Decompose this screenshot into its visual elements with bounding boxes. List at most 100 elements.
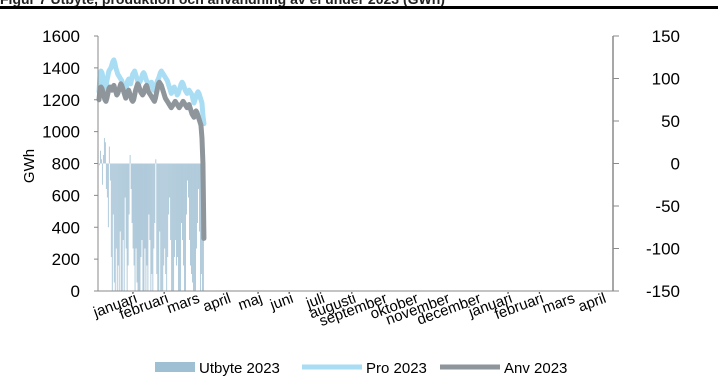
utbyte-bar: [148, 163, 150, 215]
utbyte-bar: [147, 163, 149, 291]
y2-tick-label: 100: [652, 70, 680, 89]
axes: [94, 35, 619, 292]
y-tick-label: 600: [52, 186, 80, 205]
utbyte-bar: [115, 163, 117, 249]
utbyte-bar: [101, 163, 103, 185]
utbyte-bar: [125, 163, 127, 249]
utbyte-bar: [108, 146, 110, 164]
utbyte-bar: [177, 163, 179, 257]
utbyte-bar: [184, 163, 185, 291]
utbyte-bar: [167, 163, 169, 257]
utbyte-bar: [139, 163, 141, 291]
utbyte-bar: [111, 163, 113, 291]
utbyte-bar: [114, 163, 116, 291]
utbyte-bar: [161, 163, 163, 291]
legend-label: Anv 2023: [504, 360, 567, 376]
utbyte-bar: [193, 163, 194, 291]
header-rule: [0, 6, 718, 9]
pro-series-line: [96, 57, 207, 127]
utbyte-bar: [173, 163, 175, 291]
utbyte-bar: [181, 163, 182, 223]
utbyte-bar: [155, 159, 157, 164]
utbyte-bar: [198, 163, 199, 189]
utbyte-bar: [106, 163, 108, 198]
utbyte-bar: [143, 163, 145, 291]
utbyte-bar: [112, 163, 114, 215]
utbyte-bar: [128, 163, 130, 215]
anv-series-line: [96, 79, 207, 241]
utbyte-bar: [146, 163, 148, 266]
utbyte-bar: [156, 163, 158, 274]
utbyte-bar: [179, 163, 180, 291]
utbyte-bar: [113, 163, 115, 283]
y-tick-label: 1600: [42, 27, 80, 46]
x-tick-label: mars: [165, 290, 202, 317]
x-tick-label: april: [576, 290, 608, 316]
y2-tick-label: -50: [655, 197, 680, 216]
utbyte-bar: [189, 163, 190, 240]
y2-tick-label: 50: [661, 112, 680, 131]
utbyte-bar: [107, 163, 109, 228]
legend-swatch-utbyte: [155, 362, 195, 372]
utbyte-bar: [138, 163, 140, 291]
utbyte-bar: [144, 163, 146, 249]
utbyte-bar: [123, 163, 125, 291]
utbyte-bar: [142, 163, 144, 291]
utbyte-bar: [174, 163, 176, 257]
utbyte-bar: [192, 163, 193, 283]
utbyte-bar: [160, 163, 162, 291]
pro-line: [96, 57, 207, 127]
utbyte-bar: [164, 163, 166, 249]
utbyte-bar: [132, 163, 134, 249]
y-tick-label: 0: [71, 282, 80, 301]
utbyte-bar: [163, 163, 165, 266]
utbyte-bar: [150, 163, 152, 291]
utbyte-bar: [135, 163, 137, 249]
y-tick-label: 1400: [42, 59, 80, 78]
utbyte-bar: [191, 163, 192, 274]
utbyte-bar: [141, 163, 143, 240]
utbyte-bar: [127, 163, 129, 266]
utbyte-bar: [187, 163, 188, 181]
utbyte-bar: [105, 163, 107, 189]
legend-label: Utbyte 2023: [199, 360, 280, 376]
utbyte-bar: [199, 163, 201, 291]
utbyte-bar: [119, 163, 121, 232]
utbyte-bar: [158, 163, 160, 291]
utbyte-bar: [165, 163, 167, 274]
utbyte-bar: [110, 163, 112, 257]
y2-tick-label: -150: [646, 282, 680, 301]
utbyte-bar: [121, 163, 123, 291]
utbyte-bar: [104, 142, 106, 164]
utbyte-bar: [152, 163, 154, 291]
utbyte-bar: [120, 163, 122, 291]
utbyte-bar: [180, 163, 181, 291]
utbyte-bar: [169, 163, 171, 198]
utbyte-bar: [124, 163, 126, 198]
utbyte-bar: [136, 163, 138, 283]
utbyte-bar: [183, 163, 184, 266]
utbyte-bar: [170, 163, 172, 240]
y-tick-label: 400: [52, 218, 80, 237]
utbyte-bar: [194, 163, 195, 291]
utbyte-bar: [196, 163, 197, 249]
utbyte-bar: [154, 163, 156, 223]
utbyte-bar: [122, 163, 124, 240]
y-tick-label: 1200: [42, 91, 80, 110]
utbyte-bar: [185, 163, 186, 291]
y2-tick-label: 0: [671, 155, 680, 174]
utbyte-bar: [198, 163, 200, 232]
utbyte-bar: [140, 163, 142, 257]
utbyte-bar: [159, 163, 161, 232]
utbyte-bar: [130, 163, 132, 189]
utbyte-bar: [100, 159, 102, 164]
utbyte-bars: [99, 138, 205, 291]
y-tick-label: 800: [52, 155, 80, 174]
utbyte-bar: [176, 163, 178, 266]
legend-label: Pro 2023: [366, 360, 427, 376]
x-tick-label: juni: [267, 290, 296, 314]
utbyte-bar: [116, 163, 118, 291]
x-tick-label: mars: [540, 290, 577, 317]
